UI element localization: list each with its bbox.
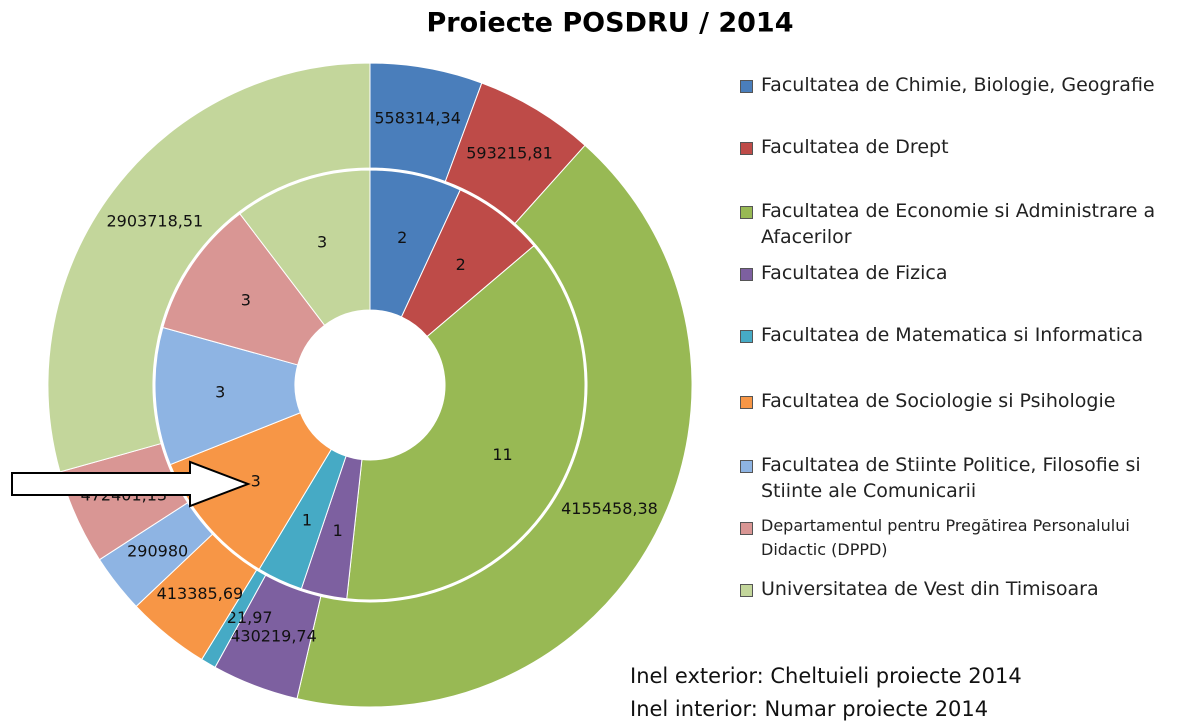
data-label: 2 <box>456 255 466 274</box>
data-label: 3 <box>241 290 251 309</box>
annotation: Inel exterior: Cheltuieli proiecte 2014 <box>630 664 1022 688</box>
data-label: 3 <box>317 232 327 251</box>
legend-item: Departamentul pentru Pregătirea Personal… <box>740 514 1160 562</box>
data-label: 4155458,38 <box>561 499 658 518</box>
data-label: 413385,69 <box>157 584 244 603</box>
legend-item: Facultatea de Matematica si Informatica <box>740 322 1190 348</box>
data-label: 430219,74 <box>230 627 317 646</box>
arrow <box>11 460 251 508</box>
legend-item: Facultatea de Fizica <box>740 260 1190 286</box>
legend-swatch <box>740 584 753 597</box>
data-label: 2 <box>397 228 407 247</box>
legend-item: Facultatea de Economie si Administrare a… <box>740 198 1190 250</box>
legend-item: Facultatea de Drept <box>740 134 1190 160</box>
chart-title: Proiecte POSDRU / 2014 <box>427 8 794 39</box>
legend-swatch <box>740 80 753 93</box>
donut-segment <box>154 326 301 466</box>
legend-label: Facultatea de Stiinte Politice, Filosofi… <box>761 454 1141 502</box>
legend-swatch <box>740 142 753 155</box>
legend-label: Facultatea de Economie si Administrare a… <box>761 200 1156 248</box>
data-label: 11 <box>492 445 512 464</box>
data-label: 290980 <box>127 541 188 560</box>
donut-segment <box>162 213 326 366</box>
legend-swatch <box>740 330 753 343</box>
legend-label: Facultatea de Chimie, Biologie, Geografi… <box>761 74 1155 96</box>
legend-item: Facultatea de Stiinte Politice, Filosofi… <box>740 452 1190 504</box>
data-label: 3 <box>215 383 225 402</box>
donut-segment <box>239 169 371 326</box>
legend-swatch <box>740 206 753 219</box>
donut-segment <box>346 245 586 601</box>
legend-label: Facultatea de Fizica <box>761 262 948 284</box>
data-label: 558314,34 <box>374 109 461 128</box>
legend-label: Facultatea de Matematica si Informatica <box>761 324 1144 346</box>
legend-swatch <box>740 268 753 281</box>
data-label: 2903718,51 <box>107 211 204 230</box>
data-label: 593215,81 <box>466 143 553 162</box>
legend-swatch <box>740 460 753 473</box>
legend-item: Facultatea de Chimie, Biologie, Geografi… <box>740 72 1190 98</box>
legend-label: Universitatea de Vest din Timisoara <box>761 578 1099 600</box>
donut-segment <box>47 62 371 473</box>
donut-segment <box>296 144 693 708</box>
legend-swatch <box>740 522 753 535</box>
annotation: Inel interior: Numar proiecte 2014 <box>630 697 989 721</box>
legend-label: Facultatea de Sociologie si Psihologie <box>761 390 1116 412</box>
donut-segment <box>169 412 333 570</box>
legend-label: Departamentul pentru Pregătirea Personal… <box>761 516 1130 559</box>
data-label: 1 <box>302 511 312 530</box>
data-label: 1 <box>333 521 343 540</box>
legend-swatch <box>740 396 753 409</box>
legend-item: Universitatea de Vest din Timisoara <box>740 576 1190 602</box>
legend-label: Facultatea de Drept <box>761 136 949 158</box>
legend-item: Facultatea de Sociologie si Psihologie <box>740 388 1190 414</box>
data-label: 3 <box>251 472 261 491</box>
